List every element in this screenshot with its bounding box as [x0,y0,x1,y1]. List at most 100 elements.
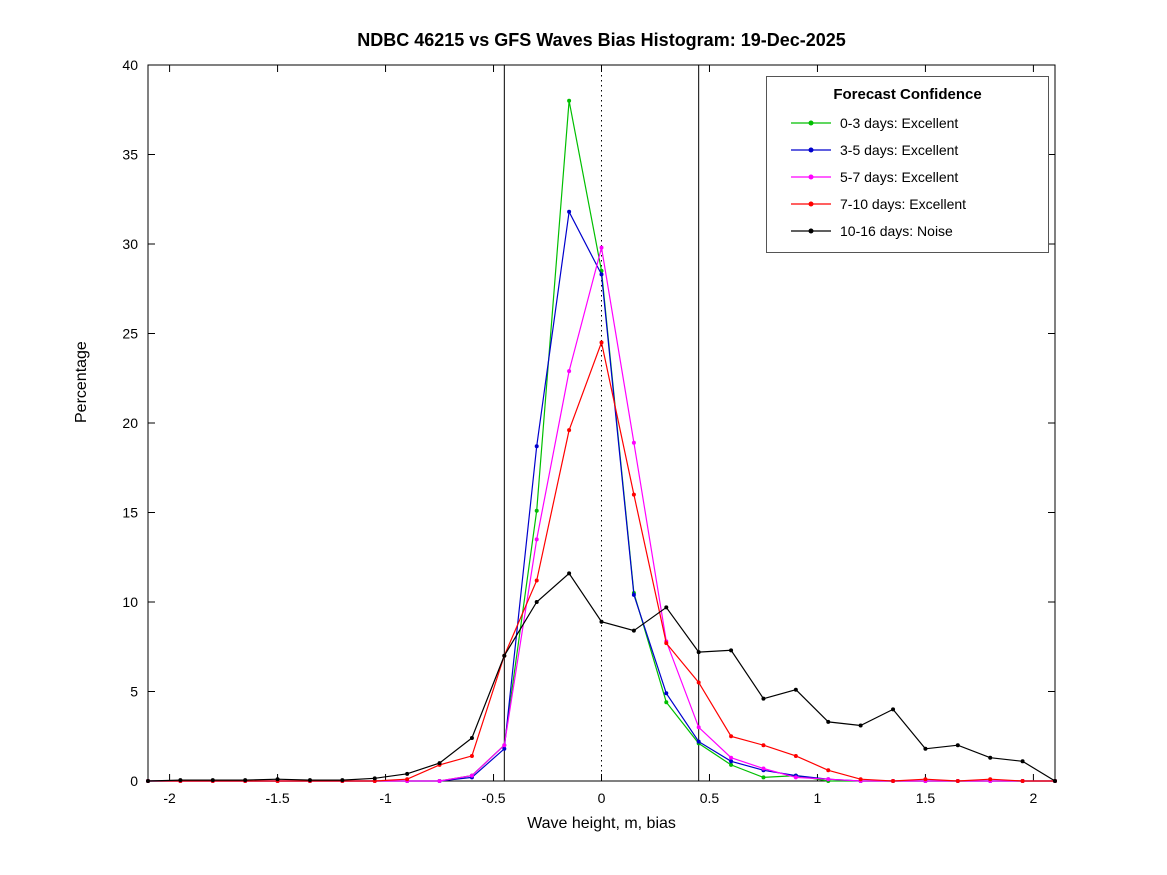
series-marker [664,700,669,705]
series-marker [567,571,572,576]
y-tick-label: 30 [122,236,138,252]
legend-line-marker-swatch [791,197,831,211]
legend-line-marker-swatch [791,170,831,184]
series-marker [923,746,928,751]
series-marker [534,444,539,449]
series-marker [340,778,345,783]
series-marker [664,641,669,646]
series-marker [1020,759,1025,764]
series-marker [793,753,798,758]
legend-item-label: 0-3 days: Excellent [840,114,959,131]
series-marker [955,779,960,783]
series-marker [469,773,474,778]
series-marker [631,440,636,445]
series-marker [567,209,572,214]
series-marker [631,592,636,597]
legend-items: 0-3 days: Excellent 3-5 days: Excellent 5-… [777,109,1038,244]
series-marker [405,771,410,776]
series-marker [534,537,539,542]
chart-title: NDBC 46215 vs GFS Waves Bias Histogram: … [357,30,846,50]
y-tick-label: 10 [122,594,138,610]
series-marker [372,776,377,781]
legend-line-marker-swatch [791,143,831,157]
series-marker [599,245,604,250]
series-marker [955,743,960,748]
series-marker [146,779,150,783]
series-marker [405,777,410,782]
series-marker [729,648,734,653]
series-marker [534,508,539,513]
legend-item: 10-16 days: Noise [777,217,1038,244]
series-marker [696,725,701,730]
series-marker [793,687,798,692]
series-marker [210,778,215,783]
y-tick-label: 15 [122,505,138,521]
legend-item-label: 5-7 days: Excellent [840,168,959,185]
series-marker [664,605,669,610]
series-marker [178,778,183,783]
series-marker [307,778,312,783]
series-marker [243,778,248,783]
legend-item: 7-10 days: Excellent [777,190,1038,217]
series-marker [631,492,636,497]
series-marker [761,775,766,780]
series-marker [923,777,928,782]
series-marker [599,619,604,624]
x-tick-label: -1 [379,790,392,806]
x-tick-label: 0.5 [700,790,720,806]
series-marker [826,719,831,724]
x-axis-label: Wave height, m, bias [527,815,676,832]
series-marker [891,707,896,712]
y-tick-label: 40 [122,57,138,73]
series-marker [988,755,993,760]
x-tick-label: -1.5 [266,790,290,806]
x-tick-label: -0.5 [481,790,505,806]
legend-line-marker-swatch [791,116,831,130]
series-marker [826,768,831,773]
series-marker [696,650,701,655]
series-marker [891,779,896,783]
series-marker [858,723,863,728]
series-marker [437,779,442,783]
series-marker [826,777,831,782]
series-marker [502,653,507,658]
legend-item-label: 3-5 days: Excellent [840,141,959,158]
y-tick-label: 0 [130,773,138,789]
legend-item-label: 7-10 days: Excellent [840,195,967,212]
series-marker [567,369,572,374]
x-tick-label: 1 [814,790,822,806]
legend-item: 3-5 days: Excellent [777,136,1038,163]
series-marker [729,759,734,764]
series-marker [729,734,734,739]
series-line [147,572,1056,782]
series-marker [761,743,766,748]
x-tick-label: -2 [163,790,176,806]
series-marker [729,762,734,767]
series-marker [631,628,636,633]
series-marker [469,736,474,741]
x-tick-label: 1.5 [916,790,936,806]
series-marker [1053,779,1057,783]
series-marker [534,600,539,604]
legend: Forecast Confidence 0-3 days: Excellent 3… [766,76,1049,253]
series-marker [567,98,572,103]
legend-item-label: 10-16 days: Noise [840,222,953,239]
series-marker [858,777,863,782]
series-marker [696,739,701,744]
legend-line-marker-swatch [791,224,831,238]
y-tick-label: 35 [122,147,138,163]
series-marker [761,696,766,701]
series-marker [437,761,442,766]
series-marker [696,680,701,685]
series-marker [1020,779,1025,783]
series-marker [599,340,604,345]
y-tick-label: 20 [122,415,138,431]
legend-item: 0-3 days: Excellent [777,109,1038,136]
series-marker [988,777,993,782]
series-marker [275,777,280,782]
x-tick-label: 0 [598,790,606,806]
series-marker [761,766,766,771]
series-marker [469,753,474,758]
